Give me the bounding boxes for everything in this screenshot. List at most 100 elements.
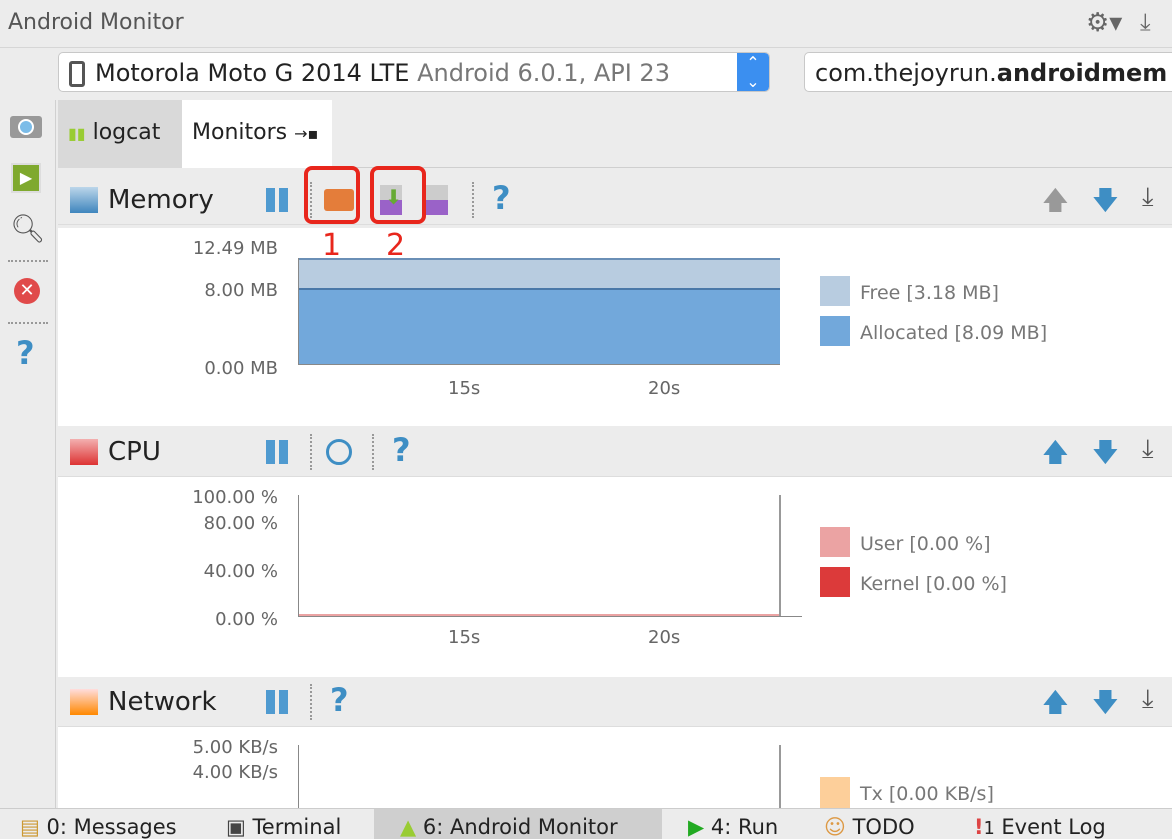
dump-heap-icon[interactable]: ⬇ xyxy=(380,185,402,215)
divider xyxy=(8,322,48,324)
network-header: Network ? 🡅 🡇 ⤓ xyxy=(58,677,1172,727)
time-marker xyxy=(779,495,781,616)
messages-button[interactable]: ▤ 0: Messages xyxy=(20,815,177,839)
plot-area xyxy=(298,495,802,617)
android-monitor-button[interactable]: ▲ 6: Android Monitor xyxy=(374,809,662,839)
legend-free: Free [3.18 MB] xyxy=(860,282,999,304)
close-icon[interactable]: ✕ xyxy=(14,278,40,304)
legend-tx: Tx [0.00 KB/s] xyxy=(860,783,994,805)
network-title: Network xyxy=(108,687,217,717)
legend-allocated: Allocated [8.09 MB] xyxy=(860,322,1048,344)
camera-icon[interactable] xyxy=(10,116,42,138)
arrow-down-icon[interactable]: 🡇 xyxy=(1092,438,1119,468)
divider xyxy=(372,434,374,470)
tab-bar: ▮▮ logcat Monitors →▪ xyxy=(58,100,1172,168)
title-bar: Android Monitor ⚙▾ ⤓ xyxy=(0,0,1172,48)
y-tick: 100.00 % xyxy=(192,487,278,508)
allocated-area xyxy=(299,288,780,364)
cpu-chart: 100.00 % 80.00 % 40.00 % 0.00 % 15s 20s … xyxy=(58,477,1172,677)
help-icon[interactable]: ? xyxy=(392,431,411,469)
stopwatch-icon[interactable] xyxy=(326,439,352,465)
help-icon[interactable]: ? xyxy=(16,334,35,372)
x-tick: 20s xyxy=(648,378,681,399)
label: 4: Run xyxy=(710,815,779,839)
tab-monitors[interactable]: Monitors →▪ xyxy=(182,100,332,168)
legend-kernel: Kernel [0.00 %] xyxy=(860,573,1007,595)
pause-icon[interactable] xyxy=(266,690,288,714)
y-tick: 0.00 MB xyxy=(204,358,278,379)
x-tick: 15s xyxy=(448,378,481,399)
y-tick: 0.00 % xyxy=(215,609,278,630)
arrow-down-icon[interactable]: 🡇 xyxy=(1092,688,1119,718)
y-tick: 40.00 % xyxy=(203,561,278,582)
tab-label: logcat xyxy=(92,120,161,145)
legend-swatch xyxy=(820,316,850,346)
divider xyxy=(472,182,474,218)
divider xyxy=(310,684,312,720)
arrow-up-icon[interactable]: 🡅 xyxy=(1042,438,1069,468)
pause-icon[interactable] xyxy=(266,188,288,212)
terminal-button[interactable]: ▣ Terminal xyxy=(226,815,342,839)
pin-icon[interactable]: →▪ xyxy=(294,124,319,143)
plot-area xyxy=(298,258,780,365)
memory-chart: 1 2 12.49 MB 8.00 MB 0.00 MB 15s 20s Fre… xyxy=(58,228,1172,426)
arrow-up-icon[interactable]: 🡅 xyxy=(1042,186,1069,216)
close-down-icon[interactable]: ⤓ xyxy=(1142,434,1154,464)
updown-icon[interactable]: ⌃ ⌄ xyxy=(737,53,769,91)
phone-icon xyxy=(69,61,85,87)
annotation-2: 2 xyxy=(386,228,406,263)
y-tick: 12.49 MB xyxy=(192,238,278,259)
x-tick: 20s xyxy=(648,627,681,648)
device-name: Motorola Moto G 2014 LTE xyxy=(95,59,410,87)
tab-logcat[interactable]: ▮▮ logcat xyxy=(58,100,182,168)
label: 0: Messages xyxy=(46,815,177,839)
memory-icon xyxy=(70,187,98,213)
user-line xyxy=(299,614,779,616)
y-tick: 4.00 KB/s xyxy=(192,762,278,783)
layout-inspector-icon[interactable]: 🔍︎ xyxy=(10,212,46,245)
network-chart: 5.00 KB/s 4.00 KB/s Tx [0.00 KB/s] xyxy=(58,727,1172,808)
legend-swatch xyxy=(820,527,850,557)
y-tick: 8.00 MB xyxy=(204,280,278,301)
android-icon: ▮▮ xyxy=(68,124,86,143)
process-selector[interactable]: com.thejoyrun.androidmem xyxy=(804,52,1172,92)
device-detail: Android 6.0.1, API 23 xyxy=(417,59,670,87)
event-log-button[interactable]: !1 Event Log xyxy=(974,815,1106,839)
gear-icon[interactable]: ⚙▾ xyxy=(1086,8,1123,38)
process-prefix: com.thejoyrun. xyxy=(815,59,997,87)
highlight-box xyxy=(304,166,360,224)
device-selector[interactable]: Motorola Moto G 2014 LTE Android 6.0.1, … xyxy=(58,52,770,92)
close-down-icon[interactable]: ⤓ xyxy=(1142,182,1154,212)
window-title: Android Monitor xyxy=(8,10,184,35)
divider xyxy=(310,182,312,218)
allocation-tracker-icon[interactable] xyxy=(426,185,448,215)
cpu-title: CPU xyxy=(108,437,161,467)
free-area xyxy=(299,258,780,288)
arrow-up-icon[interactable]: 🡅 xyxy=(1042,688,1069,718)
arrow-down-icon[interactable]: 🡇 xyxy=(1092,186,1119,216)
annotation-1: 1 xyxy=(322,228,342,263)
legend-swatch xyxy=(820,777,850,808)
highlight-box xyxy=(370,166,426,224)
download-icon[interactable]: ⤓ xyxy=(1140,8,1151,36)
legend-swatch xyxy=(820,276,850,306)
label: Event Log xyxy=(1001,815,1106,839)
time-marker xyxy=(779,745,781,808)
plot-area xyxy=(298,745,802,808)
close-down-icon[interactable]: ⤓ xyxy=(1142,684,1154,714)
y-tick: 80.00 % xyxy=(203,513,278,534)
run-button[interactable]: ▶ 4: Run xyxy=(688,815,779,839)
device-row: Motorola Moto G 2014 LTE Android 6.0.1, … xyxy=(0,48,1172,100)
tab-label: Monitors xyxy=(192,120,288,145)
help-icon[interactable]: ? xyxy=(492,179,511,217)
legend-user: User [0.00 %] xyxy=(860,533,991,555)
gc-truck-icon[interactable] xyxy=(324,189,354,211)
todo-button[interactable]: ☺ TODO xyxy=(824,815,915,839)
help-icon[interactable]: ? xyxy=(330,681,349,719)
divider xyxy=(8,260,48,262)
network-icon xyxy=(70,689,98,715)
divider xyxy=(310,434,312,470)
cpu-header: CPU ? 🡅 🡇 ⤓ xyxy=(58,427,1172,477)
record-icon[interactable]: ▶ xyxy=(11,163,41,193)
pause-icon[interactable] xyxy=(266,440,288,464)
